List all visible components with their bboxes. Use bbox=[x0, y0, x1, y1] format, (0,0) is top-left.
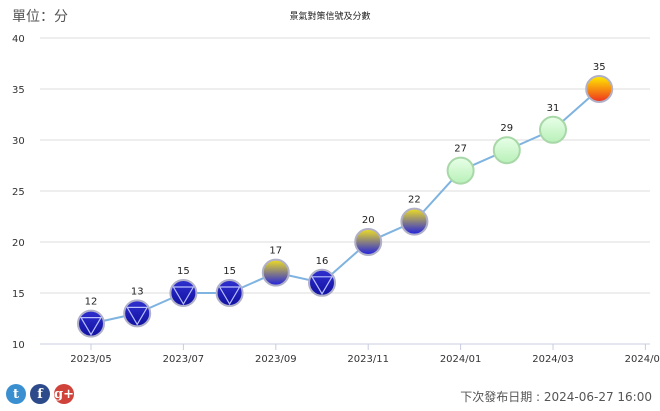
x-tick-label: 2023/07 bbox=[163, 354, 205, 365]
twitter-icon[interactable]: t bbox=[6, 384, 26, 404]
x-tick-label: 2023/11 bbox=[347, 354, 389, 365]
signal-marker-green[interactable] bbox=[492, 136, 521, 165]
signal-marker-green[interactable] bbox=[446, 156, 475, 185]
unit-label: 單位：分 bbox=[12, 9, 68, 25]
data-label: 27 bbox=[454, 144, 467, 155]
chart: 10 15 20 25 30 35 40 2023/05 2023/07 2023/09 2023/… bbox=[12, 34, 660, 365]
signal-marker-blue[interactable] bbox=[215, 279, 244, 307]
social-links: t f g+ bbox=[6, 384, 74, 404]
signal-marker-blue[interactable] bbox=[169, 279, 198, 307]
x-tick-label: 2024/05 bbox=[625, 354, 660, 365]
down-triangle-icon bbox=[310, 276, 334, 295]
x-tick-label: 2024/01 bbox=[440, 354, 482, 365]
data-label: 29 bbox=[500, 123, 513, 134]
y-tick-label: 25 bbox=[12, 187, 25, 198]
signal-marker-blue[interactable] bbox=[308, 268, 336, 297]
data-label: 22 bbox=[408, 195, 421, 206]
google-plus-icon[interactable]: g+ bbox=[54, 384, 74, 404]
data-label: 16 bbox=[316, 256, 329, 267]
signal-marker-yellow-blue[interactable] bbox=[354, 228, 383, 256]
signal-marker-green[interactable] bbox=[539, 115, 567, 144]
x-tick-label: 2023/05 bbox=[70, 354, 112, 365]
data-label: 35 bbox=[593, 62, 606, 73]
down-triangle-icon bbox=[218, 286, 241, 306]
signal-marker-yellow-blue[interactable] bbox=[400, 207, 429, 236]
data-label: 17 bbox=[269, 246, 282, 257]
down-triangle-icon bbox=[79, 317, 103, 336]
down-triangle-icon bbox=[172, 286, 195, 306]
series-line bbox=[90, 88, 600, 325]
next-release-date: 下次發布日期 : 2024-06-27 16:00 bbox=[460, 390, 652, 404]
y-tick-label: 40 bbox=[12, 34, 25, 45]
y-tick-label: 35 bbox=[12, 85, 25, 96]
x-tick-label: 2024/03 bbox=[532, 354, 574, 365]
down-triangle-icon bbox=[126, 306, 149, 326]
y-tick-label: 30 bbox=[12, 136, 25, 147]
signal-marker-blue[interactable] bbox=[123, 299, 152, 328]
facebook-icon[interactable]: f bbox=[30, 384, 50, 404]
chart-title: 景氣對策信號及分數 bbox=[289, 12, 371, 22]
y-tick-label: 15 bbox=[12, 289, 25, 300]
y-tick-label: 10 bbox=[12, 340, 25, 351]
y-tick-label: 20 bbox=[12, 238, 25, 249]
data-label: 13 bbox=[131, 286, 144, 297]
data-label: 12 bbox=[85, 297, 98, 308]
signal-marker-blue[interactable] bbox=[77, 309, 105, 338]
signal-marker-yellow-red[interactable] bbox=[585, 75, 614, 103]
data-label: 31 bbox=[547, 103, 560, 114]
x-tick-label: 2023/09 bbox=[255, 354, 297, 365]
data-label: 20 bbox=[362, 215, 375, 226]
data-label: 15 bbox=[177, 266, 190, 277]
data-label: 15 bbox=[223, 266, 236, 277]
signal-marker-yellow-blue[interactable] bbox=[261, 258, 290, 287]
